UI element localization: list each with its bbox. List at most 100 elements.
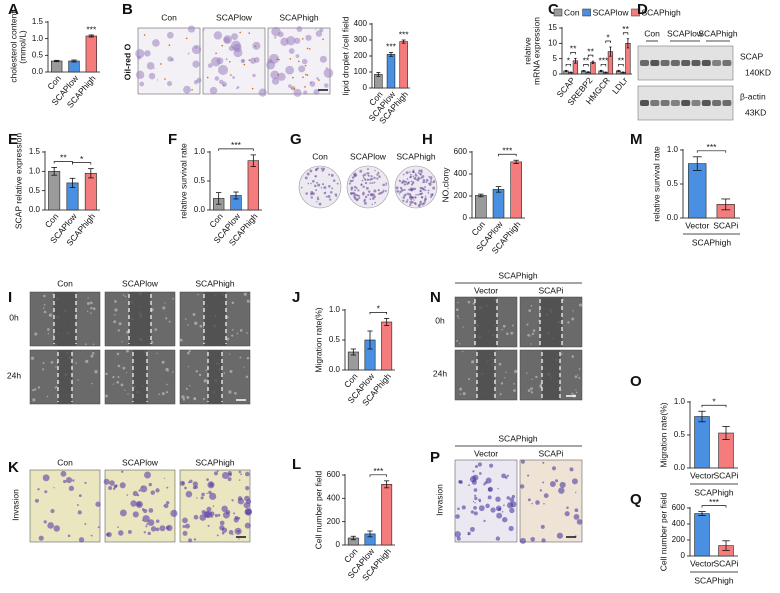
x-tick-label: SCAPi: [713, 558, 738, 568]
colony: [403, 194, 406, 197]
texture: [125, 349, 129, 353]
colony: [309, 169, 313, 173]
bar: [247, 160, 260, 211]
texture: [274, 36, 277, 39]
lipid-droplet: [221, 44, 224, 47]
texture: [217, 64, 229, 75]
texture: [54, 386, 57, 389]
y-tick-label: 0.0: [674, 463, 686, 472]
texture: [487, 495, 492, 500]
significance: ***: [373, 466, 384, 476]
colony: [350, 186, 354, 190]
texture: [576, 519, 583, 525]
texture: [201, 492, 205, 497]
texture: [499, 393, 502, 396]
texture: [228, 45, 235, 52]
column-label: SCAPhigh: [698, 28, 737, 38]
texture: [156, 352, 158, 354]
texture: [122, 294, 125, 296]
texture: [167, 81, 173, 87]
texture: [143, 531, 146, 534]
colony: [358, 194, 361, 197]
colony: [420, 169, 423, 173]
colony: [432, 180, 436, 183]
colony: [357, 189, 360, 192]
texture: [156, 79, 159, 81]
texture: [532, 329, 536, 332]
texture: [47, 522, 54, 529]
texture: [86, 301, 90, 305]
texture: [185, 490, 193, 498]
panel-letter: O: [630, 373, 642, 390]
column-label: SCAPhigh: [195, 457, 234, 467]
texture: [165, 367, 169, 372]
colony: [366, 168, 369, 171]
y-tick-label: 1.5: [32, 17, 44, 26]
texture: [106, 531, 112, 538]
band: [650, 60, 660, 66]
significance-bracket: [605, 40, 611, 44]
y-tick-label: 0: [363, 83, 368, 92]
texture: [184, 486, 187, 490]
texture: [245, 375, 249, 379]
y-tick-label: 0.5: [329, 335, 341, 344]
colony: [373, 181, 376, 184]
panel-letter: D: [637, 1, 648, 18]
colony: [419, 186, 423, 190]
colony: [332, 179, 336, 182]
texture: [288, 48, 295, 54]
legend-label: SCAPhigh: [642, 7, 681, 17]
texture: [258, 88, 267, 97]
colony: [405, 200, 408, 203]
texture: [277, 72, 286, 81]
lipid-droplet: [276, 58, 278, 60]
panel-letter: A: [8, 1, 19, 18]
colony: [385, 184, 387, 186]
band: [640, 100, 649, 106]
texture: [231, 328, 234, 331]
texture: [38, 535, 44, 541]
lipid-droplet: [160, 63, 162, 65]
colony: [364, 181, 368, 185]
colony: [399, 180, 402, 183]
texture: [75, 362, 77, 364]
micrograph: [454, 459, 518, 543]
colony: [323, 191, 327, 195]
texture: [574, 375, 578, 379]
legend-label: SCAPlow: [593, 7, 630, 17]
colony: [425, 189, 427, 192]
texture: [227, 477, 232, 482]
y-tick-label: 1.0: [329, 305, 341, 314]
bar: [48, 171, 61, 211]
y-tick-label: 0.0: [194, 205, 206, 214]
band: [681, 100, 691, 106]
column-label: SCAPlow: [216, 12, 253, 22]
lipid-droplet: [308, 48, 311, 50]
texture: [530, 335, 532, 337]
significance: ***: [86, 24, 97, 34]
wound: [129, 292, 151, 346]
texture: [205, 369, 207, 372]
y-axis-title: relative: [522, 37, 532, 65]
y-tick-label: 5: [553, 54, 558, 63]
texture: [46, 395, 49, 398]
texture: [135, 48, 145, 59]
significance-bracket: [701, 404, 727, 408]
texture: [458, 317, 460, 319]
legend-swatch: [582, 8, 591, 17]
texture: [459, 343, 461, 345]
texture: [560, 353, 563, 356]
texture: [210, 515, 213, 518]
texture: [501, 328, 504, 331]
texture: [478, 505, 485, 512]
texture: [47, 332, 50, 335]
texture: [114, 484, 118, 488]
texture: [170, 509, 178, 517]
texture: [474, 502, 476, 504]
texture: [34, 388, 37, 391]
colony: [370, 193, 374, 197]
texture: [209, 86, 218, 95]
lipid-droplet: [304, 86, 306, 88]
colony: [402, 199, 405, 202]
texture: [117, 329, 121, 332]
